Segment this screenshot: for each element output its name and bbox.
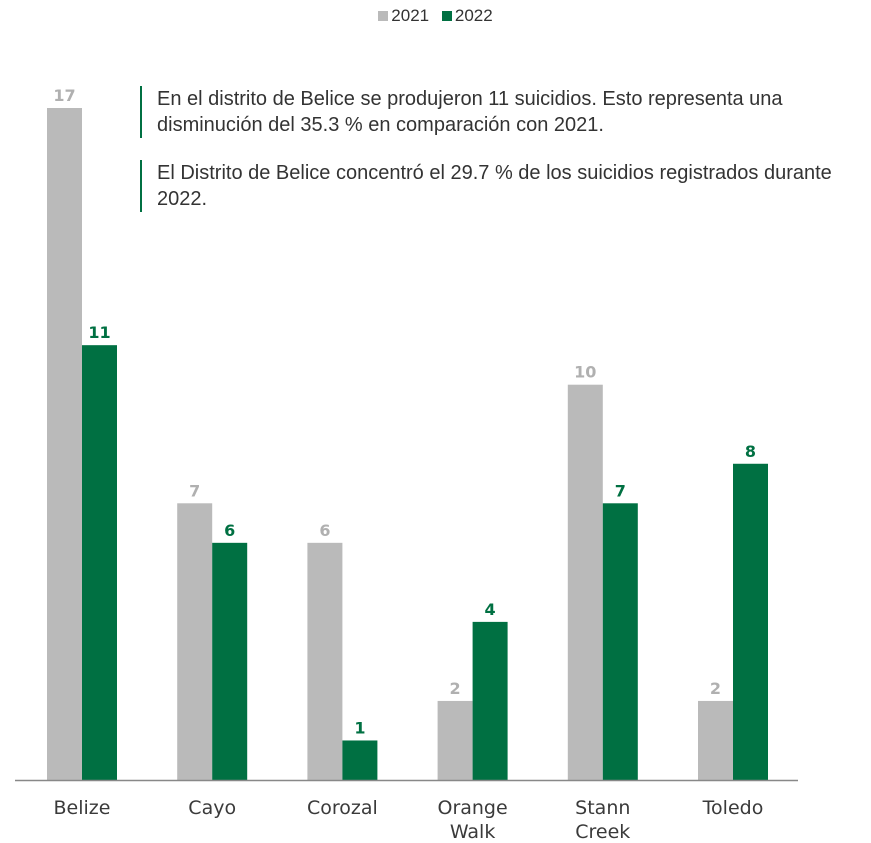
data-label-2022-0: 11 <box>88 323 110 342</box>
data-label-2022-4: 7 <box>615 481 626 500</box>
category-label-0: Belize <box>54 797 111 819</box>
bar-2021-0 <box>47 108 82 780</box>
legend-item-2022: 2022 <box>441 6 493 26</box>
bar-2021-4 <box>567 384 603 780</box>
data-label-2021-5: 2 <box>710 679 721 698</box>
category-label-line: Creek <box>575 821 630 843</box>
bar-2022-5 <box>733 463 768 780</box>
bar-2022-4 <box>602 503 638 780</box>
category-label-line: Toledo <box>702 797 764 819</box>
legend-label-2021: 2021 <box>391 6 430 25</box>
data-label-2021-3: 2 <box>450 679 461 698</box>
data-label-2022-3: 4 <box>485 600 496 619</box>
bar-2022-1 <box>212 542 248 780</box>
data-label-2022-1: 6 <box>224 521 235 540</box>
category-label-line: Orange <box>437 797 507 819</box>
category-label-2: Corozal <box>307 797 378 819</box>
bar-2022-2 <box>342 740 378 780</box>
legend-swatch-2021 <box>378 11 389 21</box>
data-label-2022-2: 1 <box>354 718 365 737</box>
category-label-line: Walk <box>450 821 496 843</box>
annotation-note-1: En el distrito de Belice se produjeron 1… <box>140 86 857 138</box>
legend-item-2021: 2021 <box>378 6 429 26</box>
category-label-3: Orange Walk <box>437 797 507 843</box>
bar-2021-3 <box>437 700 473 780</box>
data-label-2022-5: 8 <box>745 442 756 461</box>
category-label-5: Toledo <box>702 797 764 819</box>
legend-label-2022: 2022 <box>454 6 493 25</box>
category-label-line: Cayo <box>188 797 236 819</box>
annotation-note-2: El Distrito de Belice concentró el 29.7 … <box>140 160 857 212</box>
bar-2021-2 <box>307 542 343 780</box>
bar-2022-3 <box>472 621 508 780</box>
bar-2022-0 <box>82 345 117 780</box>
category-label-line: Belize <box>54 797 111 819</box>
bar-2021-5 <box>698 700 733 780</box>
legend-swatch-2022 <box>441 11 452 21</box>
data-label-2021-1: 7 <box>189 481 200 500</box>
bar-2021-1 <box>177 503 213 780</box>
category-label-line: Stann <box>575 797 630 819</box>
category-label-1: Cayo <box>188 797 236 819</box>
category-label-4: Stann Creek <box>575 797 630 843</box>
data-label-2021-2: 6 <box>319 521 330 540</box>
data-label-2021-4: 10 <box>574 363 596 382</box>
legend: 2021 2022 <box>0 6 871 26</box>
category-label-line: Corozal <box>307 797 378 819</box>
data-label-2021-0: 17 <box>53 86 75 105</box>
